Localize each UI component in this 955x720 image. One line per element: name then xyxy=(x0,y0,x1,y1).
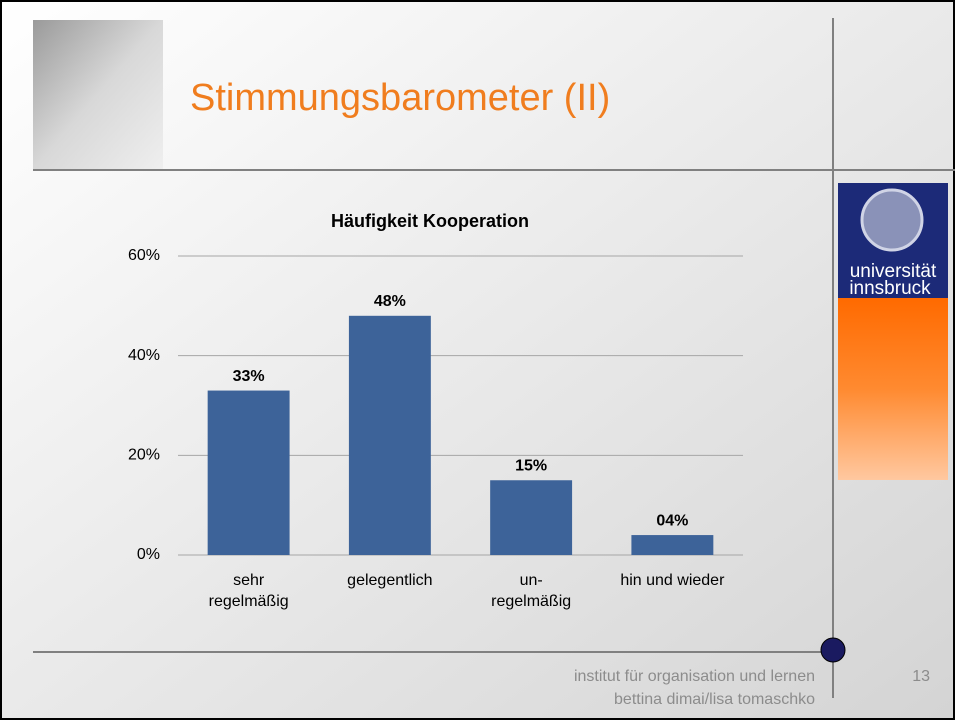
logo-text: universität xyxy=(850,261,937,282)
footer-text: bettina dimai/lisa tomaschko xyxy=(614,691,815,708)
chart-title: Häufigkeit Kooperation xyxy=(331,211,529,231)
data-label: 04% xyxy=(656,512,688,529)
bar xyxy=(207,390,290,555)
data-label: 33% xyxy=(233,368,265,385)
slide-title: Stimmungsbarometer (II) xyxy=(190,77,610,119)
y-tick-label: 40% xyxy=(128,347,160,364)
header-photo xyxy=(33,20,163,170)
bar xyxy=(490,480,573,555)
logo-seal xyxy=(860,188,924,252)
footer-text: institut für organisation und lernen xyxy=(574,668,815,685)
data-label: 48% xyxy=(374,293,406,310)
x-tick-label: un-regelmäßig xyxy=(491,572,571,610)
x-tick-label: gelegentlich xyxy=(347,572,432,589)
x-tick-label: sehr regelmäßig xyxy=(209,572,289,610)
y-tick-label: 20% xyxy=(128,447,160,464)
bar xyxy=(631,535,714,555)
bar xyxy=(348,315,431,555)
x-tick-label: hin und wieder xyxy=(620,572,725,589)
rule-knot xyxy=(820,637,846,663)
y-tick-label: 0% xyxy=(137,546,160,563)
page-number: 13 xyxy=(912,668,930,685)
data-label: 15% xyxy=(515,457,547,474)
logo-text: innsbruck xyxy=(849,278,931,299)
y-tick-label: 60% xyxy=(128,247,160,264)
logo-bottom xyxy=(838,298,948,480)
